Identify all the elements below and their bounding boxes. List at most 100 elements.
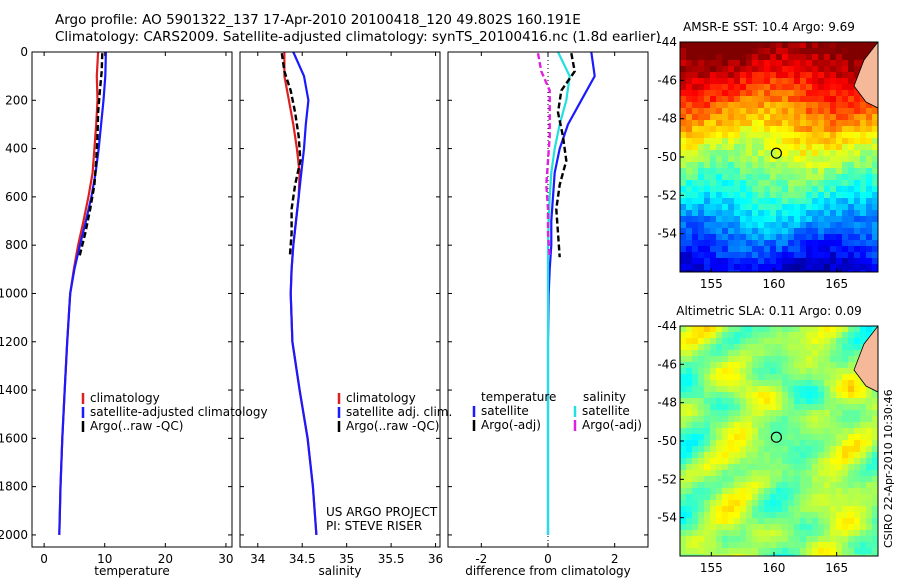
map-cell (680, 60, 687, 67)
map-cell (734, 222, 741, 229)
map-cell (686, 126, 693, 133)
map-cell (770, 494, 777, 501)
map-cell (836, 482, 843, 489)
map-cell (860, 180, 867, 187)
map-cell (800, 380, 807, 387)
map-cell (692, 72, 699, 79)
map-cell (836, 216, 843, 223)
map-cell (806, 210, 813, 217)
map-cell (734, 470, 741, 477)
map-cell (854, 524, 861, 531)
map-cell (770, 60, 777, 67)
map-cell (794, 252, 801, 259)
map-cell (758, 422, 765, 429)
map-cell (776, 530, 783, 537)
map-cell (692, 246, 699, 253)
map-cell (818, 338, 825, 345)
map-cell (782, 350, 789, 357)
map-cell (818, 470, 825, 477)
map-cell (692, 428, 699, 435)
map-cell (746, 422, 753, 429)
map-cell (842, 66, 849, 73)
map-cell (698, 512, 705, 519)
map-cell (782, 192, 789, 199)
map-cell (764, 90, 771, 97)
map-cell (866, 326, 873, 333)
map-cell (722, 368, 729, 375)
map-cell (710, 216, 717, 223)
map-cell (746, 192, 753, 199)
map-cell (806, 452, 813, 459)
map-cell (752, 78, 759, 85)
map-cell (740, 66, 747, 73)
map-cell (788, 422, 795, 429)
map-cell (764, 42, 771, 49)
map-cell (758, 476, 765, 483)
y-tick-label: 1600 (0, 431, 28, 445)
map-cell (758, 386, 765, 393)
map-cell (860, 120, 867, 127)
map-cell (830, 518, 837, 525)
map-cell (752, 102, 759, 109)
map-y-tick-label: -44 (657, 319, 677, 333)
map-cell (800, 198, 807, 205)
map-cell (836, 350, 843, 357)
map-cell (770, 476, 777, 483)
x-tick-label-temperature: 10 (97, 552, 112, 566)
map-cell (788, 398, 795, 405)
map-cell (746, 162, 753, 169)
map-cell (836, 264, 843, 271)
map-cell (716, 476, 723, 483)
map-cell (788, 338, 795, 345)
map-cell (836, 192, 843, 199)
map-cell (680, 258, 687, 265)
map-cell (680, 240, 687, 247)
map-cell (818, 48, 825, 55)
x-tick-label-salinity: 34.5 (289, 552, 316, 566)
map-cell (776, 72, 783, 79)
map-cell (758, 554, 765, 556)
map-cell (776, 326, 783, 333)
map-cell (824, 90, 831, 97)
map-cell (776, 518, 783, 525)
map-cell (812, 452, 819, 459)
map-cell (728, 368, 735, 375)
map-cell (716, 66, 723, 73)
map-cell (722, 126, 729, 133)
map-cell (728, 344, 735, 351)
map-cell (824, 506, 831, 513)
map-cell (806, 446, 813, 453)
map-cell (698, 84, 705, 91)
map-cell (740, 246, 747, 253)
map-cell (800, 222, 807, 229)
map-cell (860, 410, 867, 417)
map-cell (866, 246, 873, 253)
map-cell (872, 452, 878, 459)
map-cell (740, 138, 747, 145)
map-cell (794, 156, 801, 163)
map-cell (758, 78, 765, 85)
map-cell (728, 548, 735, 555)
map-cell (818, 108, 825, 115)
map-cell (824, 362, 831, 369)
map-y-tick-label: -44 (657, 35, 677, 49)
map-cell (812, 114, 819, 121)
map-cell (770, 524, 777, 531)
map-cell (836, 500, 843, 507)
map-cell (788, 252, 795, 259)
map-cell (692, 120, 699, 127)
map-cell (812, 422, 819, 429)
map-cell (824, 350, 831, 357)
map-cell (710, 428, 717, 435)
map-cell (854, 102, 861, 109)
map-cell (758, 210, 765, 217)
map-cell (734, 198, 741, 205)
map-cell (722, 42, 729, 49)
map-cell (752, 168, 759, 175)
map-cell (686, 42, 693, 49)
map-cell (866, 216, 873, 223)
map-cell (818, 464, 825, 471)
map-cell (758, 54, 765, 61)
map-cell (740, 270, 747, 272)
map-cell (710, 54, 717, 61)
